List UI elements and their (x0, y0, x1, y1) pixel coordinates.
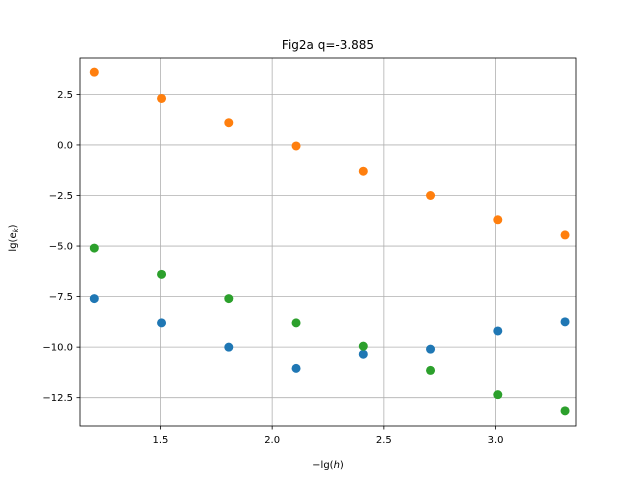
series-2-point-0 (89, 243, 99, 253)
y-tick-label-6: −12.5 (42, 393, 73, 404)
chart-title: Fig2a q=-3.885 (282, 38, 374, 52)
y-tick-label-5: −10.0 (42, 343, 73, 354)
y-tick-label-4: −7.5 (49, 292, 73, 303)
x-tick-label-0: 1.5 (152, 435, 168, 446)
y-tick-label-1: 0.0 (57, 140, 73, 151)
series-0-point-4 (358, 349, 368, 359)
series-1-point-1 (157, 93, 167, 103)
series-2-point-3 (291, 318, 301, 328)
y-axis-label-prefix: lg(e (8, 232, 19, 251)
series-2-point-4 (358, 341, 368, 351)
x-axis-label-suffix: ) (340, 460, 344, 471)
series-0-point-7 (560, 317, 570, 327)
series-1-point-3 (291, 141, 301, 151)
series-0-point-3 (291, 363, 301, 373)
series-2-point-6 (493, 390, 503, 400)
series-2-point-1 (157, 269, 167, 279)
series-1-point-4 (358, 166, 368, 176)
series-0-point-1 (157, 318, 167, 328)
series-1-point-2 (224, 118, 234, 128)
x-axis-label-var: h (334, 460, 340, 471)
y-axis-label-suffix: ) (8, 224, 19, 228)
y-tick-label-0: 2.5 (57, 90, 73, 101)
y-axis-label: lg(ek) (8, 224, 20, 251)
y-tick-label-2: −2.5 (49, 191, 73, 202)
series-1-point-7 (560, 230, 570, 240)
axes-frame (79, 57, 577, 427)
series-0-point-2 (224, 342, 234, 352)
x-tick-label-2: 2.5 (376, 435, 392, 446)
x-axis-label-prefix: −lg( (312, 460, 334, 471)
series-0-point-5 (426, 344, 436, 354)
x-tick-label-3: 3.0 (488, 435, 504, 446)
y-axis-label-sub: k (12, 227, 20, 232)
x-tick-label-1: 2.0 (264, 435, 280, 446)
y-tick-label-3: −5.0 (49, 242, 73, 253)
series-1-point-0 (89, 67, 99, 77)
plot-area: 1.5 2.0 2.5 3.0 2.5 0.0 −2.5 −5.0 −7.5 −10.0 −12.5 (42, 57, 577, 446)
series-1-point-6 (493, 215, 503, 225)
series-2-point-7 (560, 406, 570, 416)
series-2-point-2 (224, 294, 234, 304)
series-0-point-6 (493, 326, 503, 336)
series-0-point-0 (89, 294, 99, 304)
series-1-point-5 (426, 190, 436, 200)
series-2-point-5 (426, 365, 436, 375)
x-axis-label: −lg(h) (312, 460, 344, 471)
